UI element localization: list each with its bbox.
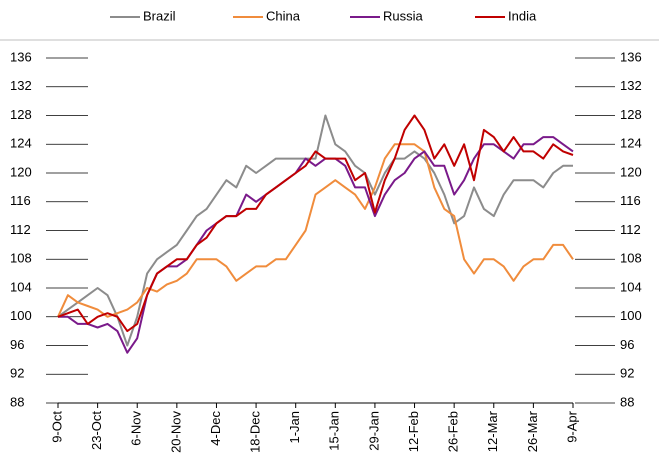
- y-tick-label: 92: [10, 366, 24, 381]
- y-tick-label: 124: [10, 136, 32, 151]
- x-tick-label: 29-Jan: [366, 411, 381, 451]
- x-tick-label: 23-Oct: [89, 411, 104, 450]
- x-tick-label: 1-Jan: [287, 411, 302, 444]
- x-tick-label: 26-Feb: [446, 411, 461, 452]
- series-line: [57, 143, 574, 318]
- x-tick-label: 9-Oct: [49, 411, 64, 443]
- x-tick-label: 18-Dec: [248, 411, 263, 453]
- y2-tick-label: 108: [620, 251, 642, 266]
- y2-tick-label: 132: [620, 78, 642, 93]
- series-line: [57, 114, 574, 333]
- y2-tick-label: 116: [620, 193, 641, 208]
- legend-label: Brazil: [143, 8, 176, 23]
- x-tick-label: 20-Nov: [168, 411, 183, 453]
- y-tick-label: 132: [10, 78, 32, 93]
- x-tick-label: 12-Mar: [485, 410, 500, 452]
- y-tick-label: 104: [10, 279, 32, 294]
- y2-tick-label: 112: [620, 222, 641, 237]
- legend-label: China: [266, 8, 301, 23]
- y-tick-label: 116: [10, 193, 31, 208]
- series-line: [58, 136, 574, 354]
- x-tick-label: 12-Feb: [406, 411, 421, 452]
- legend-label: India: [508, 8, 537, 23]
- series-line: [57, 114, 573, 347]
- x-tick-label: 15-Jan: [327, 411, 342, 451]
- y2-tick-label: 124: [620, 136, 642, 151]
- x-tick-label: 26-Mar: [525, 410, 540, 452]
- y-tick-label: 128: [10, 107, 32, 122]
- y-tick-label: 96: [10, 337, 24, 352]
- y-tick-label: 88: [10, 394, 24, 409]
- y2-tick-label: 128: [620, 107, 642, 122]
- y-tick-label: 136: [10, 49, 32, 64]
- y-tick-label: 100: [10, 308, 32, 323]
- y2-tick-label: 104: [620, 279, 642, 294]
- y2-tick-label: 100: [620, 308, 642, 323]
- legend-label: Russia: [383, 8, 424, 23]
- y2-tick-label: 96: [620, 337, 634, 352]
- y-tick-label: 108: [10, 251, 32, 266]
- y2-tick-label: 136: [620, 49, 642, 64]
- y2-tick-label: 120: [620, 164, 642, 179]
- x-tick-label: 4-Dec: [208, 411, 223, 446]
- y2-tick-label: 88: [620, 394, 634, 409]
- x-tick-label: 9-Apr: [564, 410, 579, 442]
- x-tick-label: 6-Nov: [129, 411, 144, 446]
- y-tick-label: 112: [10, 222, 31, 237]
- y-tick-label: 120: [10, 164, 32, 179]
- y2-tick-label: 92: [620, 366, 634, 381]
